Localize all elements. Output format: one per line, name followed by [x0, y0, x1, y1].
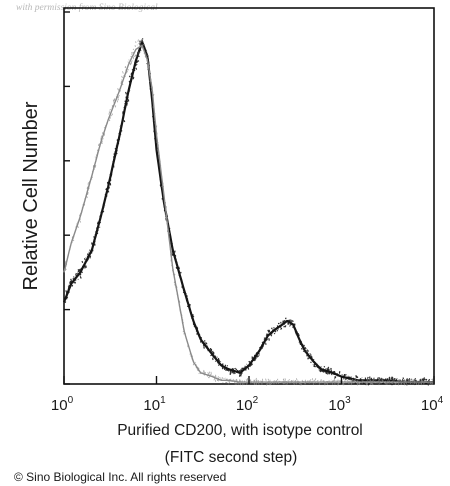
series-noise	[64, 39, 434, 386]
x-tick-label: 104	[421, 395, 444, 414]
x-tick-label: 100	[51, 395, 74, 414]
plot-frame	[63, 7, 435, 385]
x-axis-label-line-2: (FITC second step)	[165, 449, 298, 466]
ticks-layer: 100 101 102 103 104	[51, 11, 444, 414]
y-axis-label: Relative Cell Number	[20, 101, 42, 290]
x-axis-label: Purified CD200, with isotype control	[117, 422, 363, 439]
series-layer	[62, 38, 434, 386]
series-line	[62, 38, 434, 384]
x-tick-label: 102	[236, 395, 259, 414]
x-tick-label: 103	[328, 395, 351, 414]
copyright-notice: © Sino Biological Inc. All rights reserv…	[14, 470, 226, 484]
x-tick-label: 101	[143, 395, 166, 414]
isotype-control-series	[63, 39, 434, 386]
